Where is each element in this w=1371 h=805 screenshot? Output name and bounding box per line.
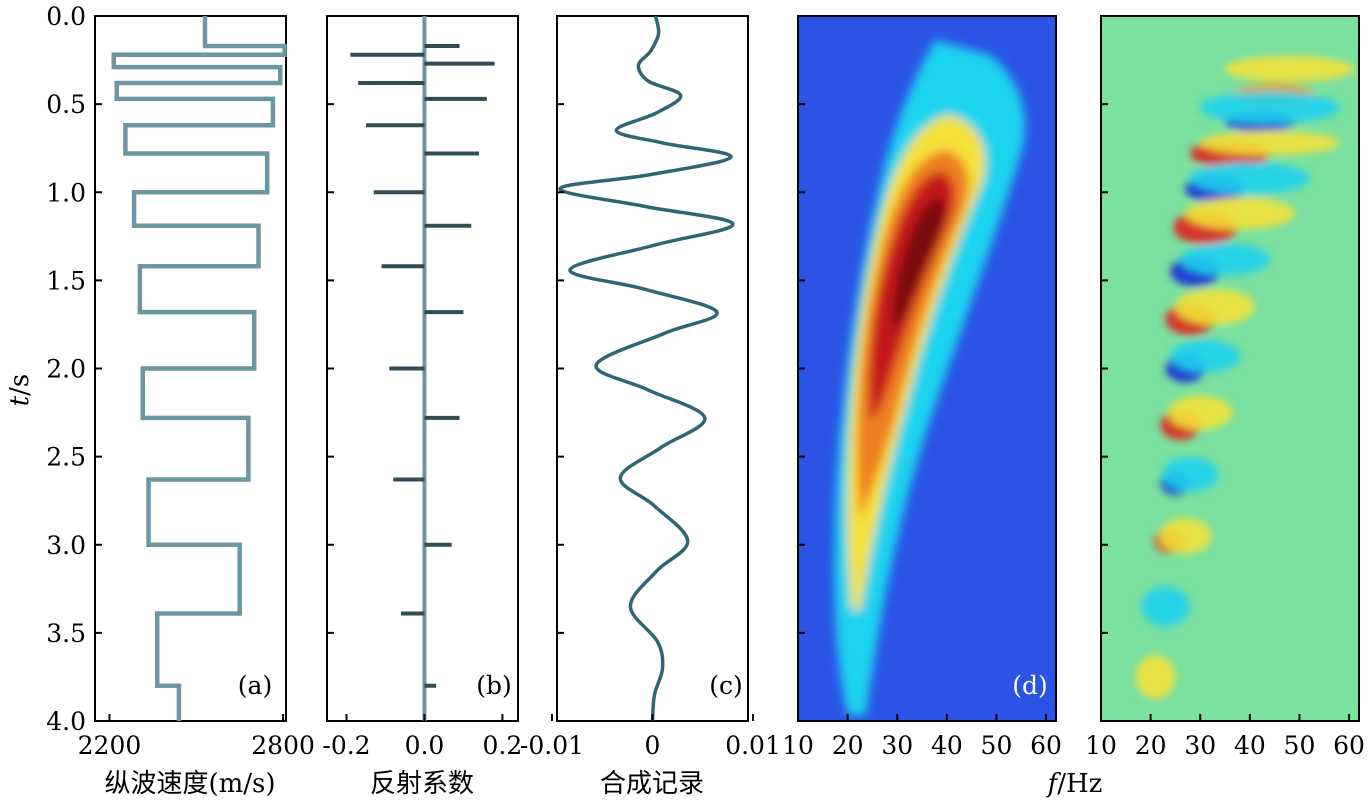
x-tick-label: 20 bbox=[1135, 731, 1167, 760]
panel-b: -0.2 0.0 0.2 (b) 反射系数 bbox=[322, 15, 523, 799]
wavelet-lobe bbox=[1135, 654, 1176, 699]
x-tick-label: 0.2 bbox=[483, 731, 523, 760]
panel-e-ticks: 10 20 30 40 50 60 bbox=[1085, 103, 1365, 760]
x-axis-title-unit: /Hz bbox=[1057, 769, 1102, 799]
x-axis-title-frequency: f/Hz bbox=[1046, 769, 1103, 799]
x-tick-label: 40 bbox=[1234, 731, 1266, 760]
x-tick-label: 40 bbox=[931, 731, 963, 760]
x-tick-label: 2200 bbox=[78, 731, 142, 760]
y-tick-label: 1.0 bbox=[46, 178, 86, 207]
panel-c-frame bbox=[556, 15, 749, 722]
wavelet-lobe bbox=[1162, 457, 1219, 492]
wavelet-lobe bbox=[1180, 243, 1271, 276]
spectrum-blob bbox=[834, 40, 1025, 715]
x-tick-label: 30 bbox=[1184, 731, 1216, 760]
panel-b-xlabel: 反射系数 bbox=[370, 769, 474, 799]
reflection-spikes bbox=[350, 16, 495, 721]
wavelet-lobe bbox=[1184, 197, 1295, 230]
y-tick-label: 1.5 bbox=[46, 266, 86, 295]
x-tick-label: 50 bbox=[981, 731, 1013, 760]
panel-a-xlabel: 纵波速度(m/s) bbox=[104, 769, 275, 799]
x-tick-label: 2800 bbox=[251, 731, 315, 760]
x-tick-label: 0.01 bbox=[725, 731, 781, 760]
x-tick-label: 60 bbox=[1333, 731, 1365, 760]
x-tick-label: 0.0 bbox=[405, 731, 445, 760]
panel-c: -0.01 0 0.01 (c) 合成记录 bbox=[520, 15, 781, 799]
y-axis-title-symbol: t bbox=[5, 395, 35, 406]
y-tick-label: 3.0 bbox=[46, 531, 86, 560]
svg-text:t/s: t/s bbox=[5, 374, 35, 407]
panel-c-label: (c) bbox=[709, 671, 743, 700]
y-tick-label: 3.5 bbox=[46, 619, 86, 648]
panel-b-label: (b) bbox=[476, 671, 512, 700]
panel-a-ticks: 2200 2800 bbox=[78, 103, 315, 760]
y-tick-label: 0.0 bbox=[46, 2, 86, 31]
panel-c-ticks: -0.01 0 0.01 bbox=[520, 103, 781, 760]
x-tick-label: 60 bbox=[1030, 731, 1062, 760]
y-axis-title: t/s bbox=[5, 374, 35, 407]
panel-e: 10 20 30 40 50 60 bbox=[1085, 15, 1365, 760]
y-tick-label: 0.5 bbox=[46, 90, 86, 119]
velocity-trace bbox=[111, 16, 287, 721]
x-tick-label: -0.2 bbox=[322, 731, 370, 760]
x-tick-label: 50 bbox=[1284, 731, 1316, 760]
synthetic-trace bbox=[558, 15, 735, 722]
wavelet-lobe bbox=[1189, 162, 1310, 195]
wavelet-lobe bbox=[1170, 340, 1241, 373]
x-tick-label: 20 bbox=[832, 731, 864, 760]
panel-d-ticks: 10 20 30 40 50 60 bbox=[782, 103, 1062, 760]
x-tick-label: 10 bbox=[782, 731, 814, 760]
wavelet-lobes bbox=[1135, 55, 1355, 699]
x-tick-label: 0 bbox=[645, 731, 661, 760]
wavelet-lobe bbox=[1224, 55, 1355, 82]
panel-d: 10 20 30 40 50 60 (d) bbox=[782, 15, 1062, 760]
panel-a-label: (a) bbox=[238, 671, 272, 700]
panel-b-ticks: -0.2 0.0 0.2 bbox=[322, 103, 523, 760]
y-tick-label: 4.0 bbox=[46, 707, 86, 736]
panel-d-label: (d) bbox=[1012, 671, 1048, 700]
panel-c-xlabel: 合成记录 bbox=[600, 769, 704, 799]
wavelet-lobe bbox=[1199, 91, 1340, 124]
x-tick-label: -0.01 bbox=[520, 731, 584, 760]
x-tick-label: 30 bbox=[881, 731, 913, 760]
wavelet-lobe bbox=[1175, 288, 1256, 325]
y-tick-label: 2.0 bbox=[46, 355, 86, 384]
wavelet-lobe bbox=[1199, 130, 1340, 155]
y-tick-labels: 0.0 0.5 1.0 1.5 2.0 2.5 3.0 3.5 4.0 bbox=[46, 2, 86, 736]
x-tick-label: 10 bbox=[1085, 731, 1117, 760]
y-tick-label: 2.5 bbox=[46, 443, 86, 472]
wavelet-lobe bbox=[1141, 586, 1190, 627]
panel-a: 2200 2800 (a) 纵波速度(m/s) bbox=[78, 15, 315, 799]
y-axis-title-unit: /s bbox=[5, 374, 35, 396]
spectrum-level-cyan bbox=[834, 40, 1025, 715]
wavelet-lobe bbox=[1159, 517, 1212, 554]
wavelet-lobe bbox=[1168, 395, 1233, 430]
spectrum-peak bbox=[892, 198, 945, 330]
spectrum-level-orange bbox=[857, 150, 969, 520]
